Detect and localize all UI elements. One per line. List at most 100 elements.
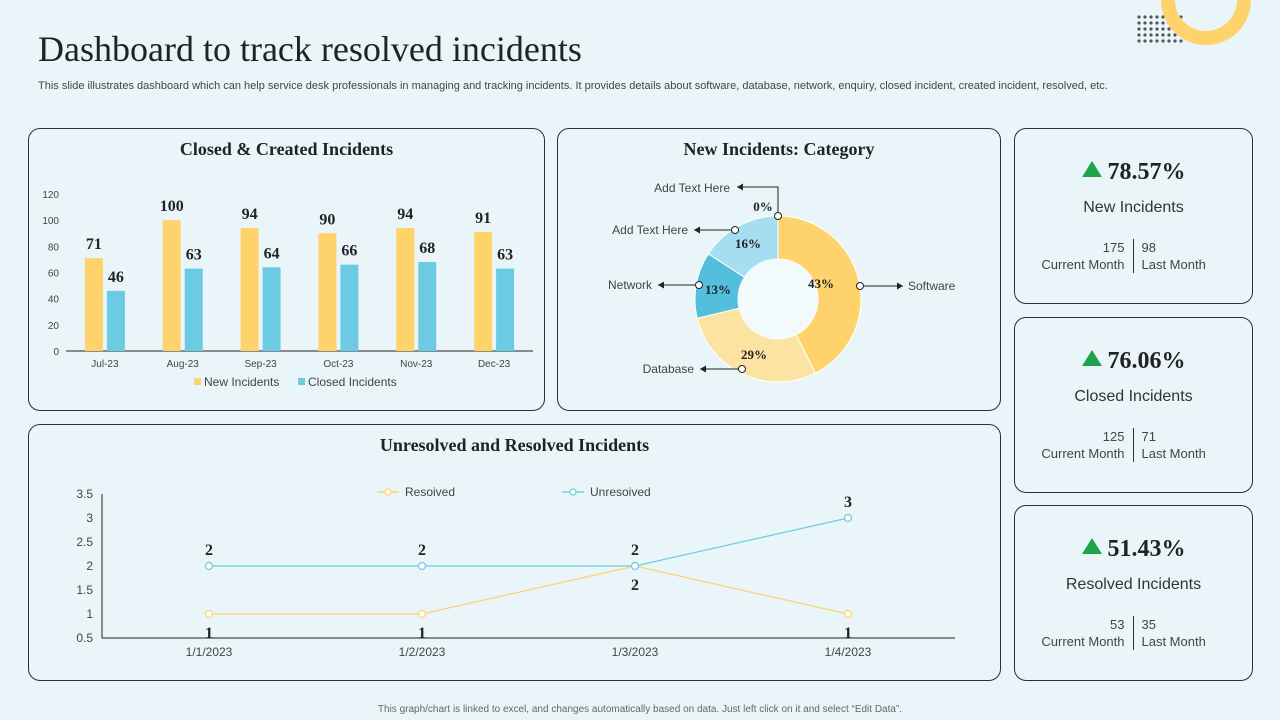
bar — [162, 220, 181, 351]
slice-category-label: Database — [643, 362, 695, 376]
y-tick-label: 60 — [48, 269, 60, 280]
donut-chart-title: New Incidents: Category — [683, 139, 875, 159]
kpi-comparison: 125 Current Month 71 Last Month — [1015, 428, 1252, 462]
bar-chart: 0 20 40 60 80 100 120 71 46 Jul-23 100 63 Aug-23 94 64… — [42, 190, 533, 389]
bar-data-label: 100 — [160, 198, 184, 215]
last-value: 35 — [1141, 617, 1156, 632]
footer-note: This graph/chart is linked to excel, and… — [377, 704, 903, 715]
last-label: Last Month — [1141, 257, 1206, 272]
slice-value-label: 0% — [753, 199, 773, 214]
current-value: 53 — [1110, 617, 1125, 632]
legend-label: Unresoived — [590, 485, 651, 499]
callout-dot — [731, 226, 739, 234]
up-arrow-icon — [1081, 161, 1102, 177]
x-tick-label: 1/2/2023 — [399, 645, 446, 659]
callout-arrowhead — [737, 183, 743, 191]
donut-chart-panel: New Incidents: Category 43% 29% 13% 16% 0% So… — [557, 128, 1001, 411]
last-value: 98 — [1141, 240, 1156, 255]
current-value: 125 — [1102, 429, 1125, 444]
last-label: Last Month — [1141, 634, 1206, 649]
y-tick-label: 40 — [48, 295, 60, 306]
slice-value-label: 43% — [808, 276, 834, 291]
data-point — [417, 561, 427, 571]
slice-value-label: 16% — [735, 236, 761, 251]
slice-category-label: Add Text Here — [654, 181, 730, 195]
bar-data-label: 63 — [497, 247, 513, 264]
last-value: 71 — [1141, 429, 1156, 444]
bar-data-label: 71 — [86, 236, 102, 253]
kpi-percent: 76.06% — [1015, 348, 1252, 375]
bar — [418, 262, 437, 351]
kpi-label: Closed Incidents — [1074, 388, 1193, 405]
y-tick-label: 120 — [42, 190, 59, 201]
point-data-label: 1 — [844, 625, 852, 642]
donut-chart: 43% 29% 13% 16% 0% Software Database Network Add… — [608, 181, 956, 383]
x-tick-label: Jul-23 — [91, 359, 119, 370]
data-point — [843, 513, 853, 523]
up-arrow-icon — [1081, 538, 1102, 554]
legend-swatch — [298, 378, 305, 385]
y-tick-label: 0 — [53, 347, 59, 358]
slice-category-label: Software — [908, 279, 956, 293]
kpi-label: Resolved Incidents — [1065, 576, 1202, 593]
y-tick-label: 2 — [86, 559, 93, 573]
slice-value-label: 13% — [705, 282, 731, 297]
legend-label: Resoived — [405, 485, 455, 499]
bar — [106, 290, 125, 351]
legend-marker — [384, 488, 392, 496]
bar-chart-title: Closed & Created Incidents — [179, 139, 394, 159]
bar-data-label: 90 — [319, 211, 335, 228]
bar — [262, 267, 281, 351]
callout-arrowhead — [897, 282, 903, 290]
bar-chart-panel: Closed & Created Incidents 0 20 40 60 80 100 1… — [28, 128, 545, 411]
y-tick-label: 1 — [86, 607, 93, 621]
current-value: 175 — [1102, 240, 1125, 255]
callout-dot — [856, 282, 864, 290]
data-point — [843, 609, 853, 619]
bar-data-label: 91 — [475, 210, 491, 227]
page-title: Dashboard to track resolved incidents — [38, 29, 582, 69]
x-tick-label: 1/4/2023 — [825, 645, 872, 659]
x-tick-label: Aug-23 — [167, 359, 200, 370]
data-point — [417, 609, 427, 619]
y-tick-label: 2.5 — [76, 535, 93, 549]
point-data-label: 2 — [205, 542, 213, 559]
y-tick-label: 80 — [48, 242, 60, 253]
kpi-card-resolved-incidents: 51.43% Resolved Incidents 53 Current Mont… — [1014, 505, 1253, 681]
legend-swatch — [194, 378, 201, 385]
kpi-percent: 78.57% — [1015, 159, 1252, 186]
point-data-label: 1 — [205, 625, 213, 642]
line-chart: 0.5 1 1.5 2 2.5 3 3.5 1/1/2023 1/2/2023 1/3/2023 1… — [76, 485, 955, 659]
y-tick-label: 0.5 — [76, 631, 93, 645]
legend-marker — [569, 488, 577, 496]
bar — [318, 233, 337, 351]
slice-value-label: 29% — [741, 347, 767, 362]
data-point — [630, 561, 640, 571]
y-tick-label: 3 — [86, 511, 93, 525]
line-chart-title: Unresolved and Resolved Incidents — [379, 435, 650, 455]
data-point — [204, 609, 214, 619]
series-line — [209, 517, 849, 567]
kpi-percent: 51.43% — [1015, 536, 1252, 563]
y-tick-label: 20 — [48, 321, 60, 332]
current-label: Current Month — [1041, 257, 1125, 272]
x-tick-label: Nov-23 — [400, 359, 433, 370]
last-label: Last Month — [1141, 446, 1206, 461]
callout-dot — [695, 281, 703, 289]
x-tick-label: 1/3/2023 — [612, 645, 659, 659]
y-tick-label: 100 — [42, 216, 59, 227]
current-label: Current Month — [1041, 446, 1125, 461]
ring-decoration — [1161, 0, 1251, 45]
kpi-label: New Incidents — [1083, 199, 1184, 216]
bar-data-label: 94 — [397, 206, 413, 223]
kpi-card-new-incidents: 78.57% New Incidents 175 Current Month 98… — [1014, 128, 1253, 304]
kpi-card-closed-incidents: 76.06% Closed Incidents 125 Current Month… — [1014, 317, 1253, 493]
slice-category-label: Add Text Here — [612, 223, 688, 237]
bar-data-label: 46 — [108, 269, 124, 286]
callout-dot — [738, 365, 746, 373]
x-tick-label: 1/1/2023 — [186, 645, 233, 659]
bar — [84, 258, 103, 351]
bar-data-label: 66 — [341, 243, 357, 260]
callout-arrowhead — [700, 365, 706, 373]
page-subtitle: This slide illustrates dashboard which c… — [38, 80, 1108, 92]
